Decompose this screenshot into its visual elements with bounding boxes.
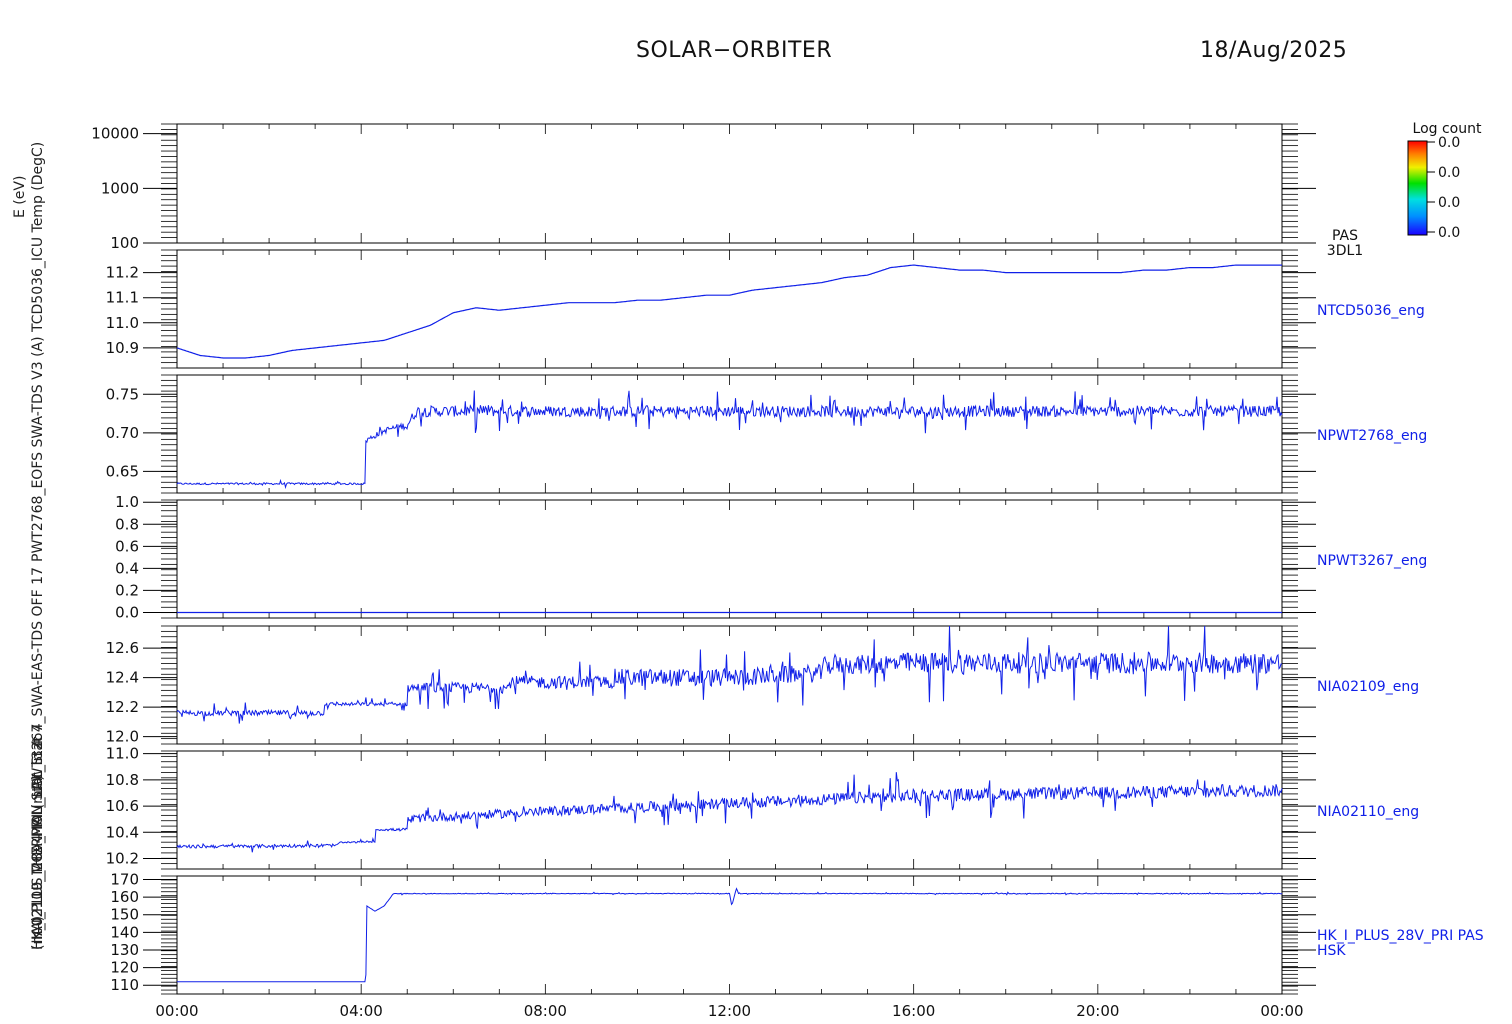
panel-frame: [176, 123, 1283, 244]
colorbar-tick-label: 0.0: [1438, 135, 1460, 151]
x-tick-label: 00:00: [155, 1002, 198, 1020]
colorbar-tick-label: 0.0: [1438, 165, 1460, 181]
x-tick-label: 04:00: [340, 1002, 383, 1020]
x-tick-label: 16:00: [892, 1002, 935, 1020]
y-tick-label: 110: [110, 976, 139, 994]
series-label: NIA02109_eng: [1317, 679, 1419, 695]
series-line: [176, 772, 1283, 853]
y-tick-label: 12.2: [106, 698, 139, 716]
series-label: NTCD5036_eng: [1317, 303, 1425, 319]
x-tick-label: 08:00: [524, 1002, 567, 1020]
panel-4: [143, 499, 1316, 619]
y-tick-label: 12.6: [106, 639, 139, 657]
colorbar: [1407, 140, 1435, 236]
y-tick-label: 0.6: [115, 537, 139, 555]
vlabel-energy: E (eV): [12, 175, 28, 218]
panel-frame: [176, 374, 1283, 494]
series-label: HSK: [1317, 943, 1346, 959]
series-label: NPWT3267_eng: [1317, 553, 1427, 569]
colorbar-label: Log count: [1413, 121, 1482, 137]
series-line: [176, 390, 1283, 490]
y-tick-label: 0.2: [115, 581, 139, 599]
x-tick-label: 12:00: [708, 1002, 751, 1020]
y-tick-label: 10.4: [106, 823, 139, 841]
colorbar-tick-label: 0.0: [1438, 225, 1460, 241]
y-tick-label: 140: [110, 923, 139, 941]
vertical-label-stack: E (eV) TCD5036_ICU Temp (DegC) PWT2768_E…: [12, 142, 52, 950]
y-tick-label: 10000: [91, 125, 139, 143]
series-line: [176, 625, 1283, 724]
panel-frame: [176, 750, 1283, 870]
y-tick-label: 160: [110, 888, 139, 906]
y-tick-label: 1000: [101, 179, 139, 197]
date-label: 18/Aug/2025: [1200, 38, 1348, 63]
y-tick-label: 11.0: [106, 314, 139, 332]
y-tick-label: 0.8: [115, 515, 139, 533]
series-label: HK_I_PLUS_28V_PRI PAS: [1317, 928, 1484, 944]
y-tick-label: 11.1: [106, 289, 139, 307]
series-line: [176, 264, 1282, 359]
y-tick-label: 0.0: [115, 603, 139, 621]
y-tick-label: 0.75: [106, 385, 139, 403]
y-tick-label: 10.8: [106, 771, 139, 789]
y-tick-label: 11.2: [106, 264, 139, 282]
panel-1: [143, 123, 1316, 244]
series-label-pas: PAS: [1332, 228, 1358, 244]
panel-5: [143, 625, 1316, 745]
y-tick-label: 11.0: [106, 745, 139, 763]
series-line: [177, 887, 1283, 983]
y-tick-label: 100: [110, 234, 139, 252]
y-tick-label: 0.70: [106, 424, 139, 442]
y-tick-label: 150: [110, 906, 139, 924]
y-tick-label: 130: [110, 941, 139, 959]
panel-6: [143, 750, 1316, 870]
panel-frame: [176, 625, 1283, 745]
y-tick-label: 10.2: [106, 850, 139, 868]
y-tick-label: 10.6: [106, 797, 139, 815]
y-tick-label: 120: [110, 959, 139, 977]
series-label: NPWT2768_eng: [1317, 428, 1427, 444]
panel-7: [143, 875, 1316, 995]
x-tick-label: 20:00: [1076, 1002, 1119, 1020]
y-tick-label: 170: [110, 871, 139, 889]
vlabel-ma-unit: (mA): [30, 915, 46, 950]
y-tick-label: 10.9: [106, 339, 139, 357]
panel-3: [143, 374, 1316, 494]
panel-2: [143, 249, 1316, 369]
vlabel-tcd5036: TCD5036_ICU Temp (DegC): [30, 141, 46, 332]
y-tick-label: 12.0: [106, 728, 139, 746]
series-label: NIA02110_eng: [1317, 804, 1419, 820]
page-title: SOLAR−ORBITER: [636, 38, 833, 63]
colorbar-tick-label: 0.0: [1438, 195, 1460, 211]
panel-frame: [176, 249, 1283, 369]
colorbar-gradient: [1407, 140, 1428, 236]
vlabel-pwt2768: PWT2768_EOFS SWA-TDS V3 (A): [30, 336, 46, 562]
panel-frame: [176, 499, 1283, 619]
y-tick-label: 0.65: [106, 462, 139, 480]
y-tick-label: 0.4: [115, 559, 139, 577]
y-tick-label: 1.0: [115, 493, 139, 511]
y-tick-label: 12.4: [106, 669, 139, 687]
x-tick-label: 00:00: [1260, 1002, 1303, 1020]
series-label-pas: 3DL1: [1327, 243, 1363, 259]
